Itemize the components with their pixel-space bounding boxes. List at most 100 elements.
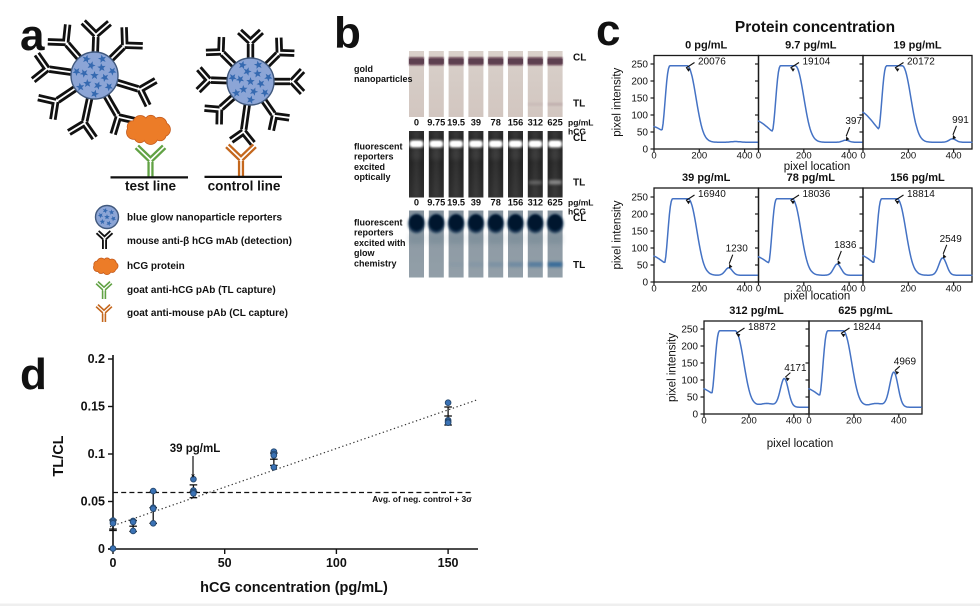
- svg-text:625: 625: [547, 118, 562, 128]
- svg-text:b: b: [334, 9, 361, 58]
- svg-text:18036: 18036: [803, 189, 831, 200]
- svg-text:chemistry: chemistry: [354, 258, 397, 268]
- svg-text:39 pg/mL: 39 pg/mL: [170, 443, 220, 455]
- svg-text:400: 400: [841, 151, 857, 162]
- svg-text:39: 39: [471, 118, 481, 128]
- svg-text:150: 150: [681, 359, 698, 370]
- svg-text:50: 50: [637, 261, 649, 272]
- svg-text:a: a: [20, 11, 45, 60]
- svg-text:hCG: hCG: [568, 127, 586, 137]
- svg-text:50: 50: [218, 556, 232, 570]
- svg-text:400: 400: [786, 416, 802, 427]
- svg-text:Avg. of neg. control + 3σ: Avg. of neg. control + 3σ: [372, 494, 472, 504]
- svg-text:156 pg/mL: 156 pg/mL: [890, 172, 945, 184]
- svg-text:test line: test line: [125, 179, 177, 194]
- svg-text:0: 0: [756, 151, 761, 162]
- svg-text:excited: excited: [354, 162, 385, 172]
- svg-text:312 pg/mL: 312 pg/mL: [729, 305, 784, 317]
- svg-text:0 pg/mL: 0 pg/mL: [685, 40, 727, 52]
- svg-text:CL: CL: [573, 53, 586, 64]
- svg-text:250: 250: [681, 325, 698, 336]
- svg-text:excited with: excited with: [354, 238, 406, 248]
- svg-text:0: 0: [110, 556, 117, 570]
- svg-text:0: 0: [98, 542, 105, 556]
- svg-text:991: 991: [952, 115, 969, 126]
- svg-text:39: 39: [471, 198, 481, 208]
- svg-text:blue glow nanoparticle reporte: blue glow nanoparticle reporters: [127, 213, 282, 224]
- svg-text:pixel intensity: pixel intensity: [667, 333, 679, 402]
- svg-text:hCG: hCG: [568, 207, 586, 217]
- svg-text:400: 400: [946, 284, 962, 295]
- svg-text:0.05: 0.05: [81, 495, 105, 509]
- svg-text:d: d: [20, 350, 47, 399]
- svg-text:200: 200: [900, 151, 916, 162]
- svg-text:reporters: reporters: [354, 152, 394, 162]
- svg-text:19.5: 19.5: [447, 198, 465, 208]
- svg-text:glow: glow: [354, 248, 375, 258]
- svg-text:400: 400: [891, 416, 907, 427]
- svg-text:312: 312: [528, 118, 543, 128]
- svg-text:1836: 1836: [834, 240, 857, 251]
- svg-text:312: 312: [528, 198, 543, 208]
- svg-text:100: 100: [631, 111, 648, 122]
- svg-text:CL: CL: [573, 133, 586, 144]
- svg-text:150: 150: [631, 227, 648, 238]
- svg-text:0: 0: [651, 284, 656, 295]
- svg-text:625: 625: [547, 198, 562, 208]
- svg-text:0: 0: [692, 410, 698, 421]
- svg-text:0.15: 0.15: [81, 400, 105, 414]
- svg-text:9.7 pg/mL: 9.7 pg/mL: [785, 40, 837, 52]
- svg-text:optically: optically: [354, 172, 391, 182]
- svg-text:9.75: 9.75: [427, 198, 445, 208]
- svg-text:200: 200: [741, 416, 757, 427]
- svg-text:0.2: 0.2: [88, 352, 105, 366]
- svg-text:pg/mL: pg/mL: [568, 118, 594, 128]
- svg-text:mouse anti-β hCG mAb (detectio: mouse anti-β hCG mAb (detection): [127, 236, 292, 247]
- svg-text:4969: 4969: [894, 357, 917, 368]
- svg-text:CL: CL: [573, 213, 586, 224]
- svg-text:0: 0: [642, 278, 648, 289]
- svg-text:TL: TL: [573, 178, 585, 189]
- svg-text:18814: 18814: [907, 189, 935, 200]
- svg-text:39 pg/mL: 39 pg/mL: [682, 172, 731, 184]
- svg-text:200: 200: [631, 77, 648, 88]
- svg-text:156: 156: [508, 118, 523, 128]
- svg-text:200: 200: [691, 151, 707, 162]
- svg-text:pixel location: pixel location: [784, 291, 850, 303]
- svg-text:78: 78: [491, 198, 501, 208]
- svg-text:78 pg/mL: 78 pg/mL: [787, 172, 836, 184]
- svg-text:156: 156: [508, 198, 523, 208]
- svg-text:pixel intensity: pixel intensity: [612, 200, 624, 269]
- svg-text:fluorescent: fluorescent: [354, 142, 403, 152]
- svg-text:400: 400: [841, 284, 857, 295]
- svg-text:250: 250: [631, 193, 648, 204]
- svg-text:0: 0: [701, 416, 706, 427]
- svg-text:TL: TL: [573, 260, 585, 271]
- svg-text:50: 50: [637, 128, 649, 139]
- svg-text:200: 200: [681, 342, 698, 353]
- svg-text:200: 200: [900, 284, 916, 295]
- svg-text:250: 250: [631, 60, 648, 71]
- svg-text:150: 150: [631, 94, 648, 105]
- svg-text:20076: 20076: [698, 57, 726, 68]
- svg-text:400: 400: [737, 284, 753, 295]
- svg-text:18872: 18872: [748, 322, 776, 333]
- svg-text:Protein concentration: Protein concentration: [735, 19, 895, 36]
- svg-text:TL/CL: TL/CL: [51, 435, 67, 476]
- svg-text:200: 200: [691, 284, 707, 295]
- svg-text:200: 200: [631, 210, 648, 221]
- svg-text:400: 400: [946, 151, 962, 162]
- svg-text:200: 200: [796, 284, 812, 295]
- svg-text:hCG protein: hCG protein: [127, 261, 185, 272]
- svg-text:pixel location: pixel location: [767, 438, 833, 450]
- svg-text:0: 0: [860, 151, 865, 162]
- svg-text:397: 397: [845, 116, 862, 127]
- svg-text:pg/mL: pg/mL: [568, 198, 594, 208]
- svg-text:0.1: 0.1: [88, 447, 105, 461]
- svg-text:control line: control line: [208, 178, 281, 193]
- svg-text:2549: 2549: [940, 234, 963, 245]
- svg-text:100: 100: [681, 376, 698, 387]
- svg-text:100: 100: [326, 556, 347, 570]
- svg-text:9.75: 9.75: [427, 118, 445, 128]
- svg-text:pixel intensity: pixel intensity: [612, 67, 624, 136]
